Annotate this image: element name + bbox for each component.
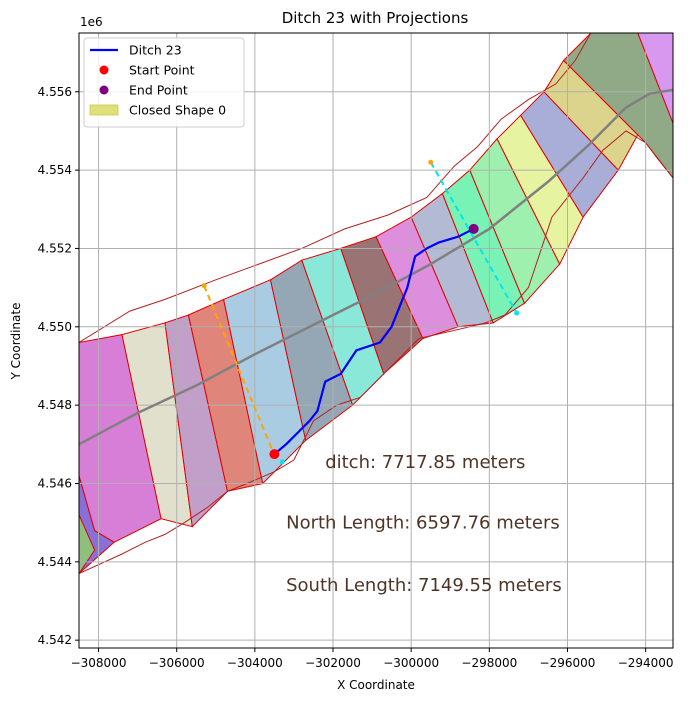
y-tick-label-5: 4.552 — [38, 241, 72, 255]
x-tick-label-7: −294000 — [618, 656, 674, 670]
annotation-text-0: ditch: 7717.85 meters — [325, 452, 525, 473]
north-projection-endpoint — [201, 283, 207, 289]
y-tick-label-7: 4.556 — [38, 85, 72, 99]
y-tick-label-6: 4.554 — [38, 163, 72, 177]
x-tick-label-2: −304000 — [227, 656, 283, 670]
data-lines — [79, 88, 673, 455]
plot-frame — [78, 32, 674, 649]
y-tick-label-4: 4.550 — [38, 320, 72, 334]
annotation-text-1: North Length: 6597.76 meters — [286, 513, 560, 534]
x-axis-label: X Coordinate — [337, 678, 415, 692]
y-axis: 4.542 4.544 4.546 4.548 4.550 4.552 4.554 4.556 — [38, 85, 79, 647]
centerline — [79, 88, 673, 446]
data-markers — [201, 159, 520, 465]
south-projection-line — [429, 161, 518, 314]
y-axis-label: Y Coordinate — [9, 303, 23, 381]
x-axis: −308000 −306000 −304000 −302000 −300000 −2980… — [71, 648, 674, 670]
corridor-south-edge — [79, 130, 673, 575]
y-tick-label-3: 4.548 — [38, 398, 72, 412]
north-projection-endpoint-2 — [428, 159, 434, 165]
end-point-marker — [468, 223, 479, 234]
chart-title: Ditch 23 with Projections — [282, 9, 469, 27]
start-point-marker — [269, 449, 280, 460]
x-tick-label-4: −300000 — [383, 656, 439, 670]
y-offset-label: 1e6 — [80, 15, 103, 29]
y-tick-label-1: 4.544 — [38, 555, 72, 569]
legend-label-3: Closed Shape 0 — [129, 103, 226, 118]
legend-box — [83, 37, 245, 128]
annotation-text-2: South Length: 7149.55 meters — [286, 575, 562, 596]
x-tick-label-3: −302000 — [305, 656, 361, 670]
segment-polygon-17 — [637, 33, 673, 124]
legend-swatch-3 — [89, 104, 119, 116]
legend-label-1: Start Point — [129, 63, 195, 78]
legend-label-0: Ditch 23 — [129, 43, 182, 58]
x-tick-label-1: −306000 — [149, 656, 205, 670]
grid — [79, 33, 673, 648]
corridor-outline — [79, 33, 673, 575]
legend: Ditch 23 Start Point End Point Closed Shape… — [83, 37, 245, 128]
legend-swatch-1 — [99, 65, 109, 75]
x-tick-label-5: −298000 — [461, 656, 517, 670]
legend-label-2: End Point — [129, 83, 188, 98]
y-tick-label-2: 4.546 — [38, 476, 72, 490]
ditch-line — [273, 227, 475, 455]
annotations: ditch: 7717.85 meters North Length: 6597.… — [286, 452, 562, 596]
corridor-north-edge — [79, 33, 673, 343]
x-tick-label-6: −296000 — [540, 656, 596, 670]
x-tick-label-0: −308000 — [71, 656, 127, 670]
legend-swatch-2 — [99, 85, 109, 95]
south-projection-endpoint-0 — [279, 459, 285, 465]
south-projection-endpoint-1 — [514, 310, 520, 316]
y-tick-label-0: 4.542 — [38, 633, 72, 647]
